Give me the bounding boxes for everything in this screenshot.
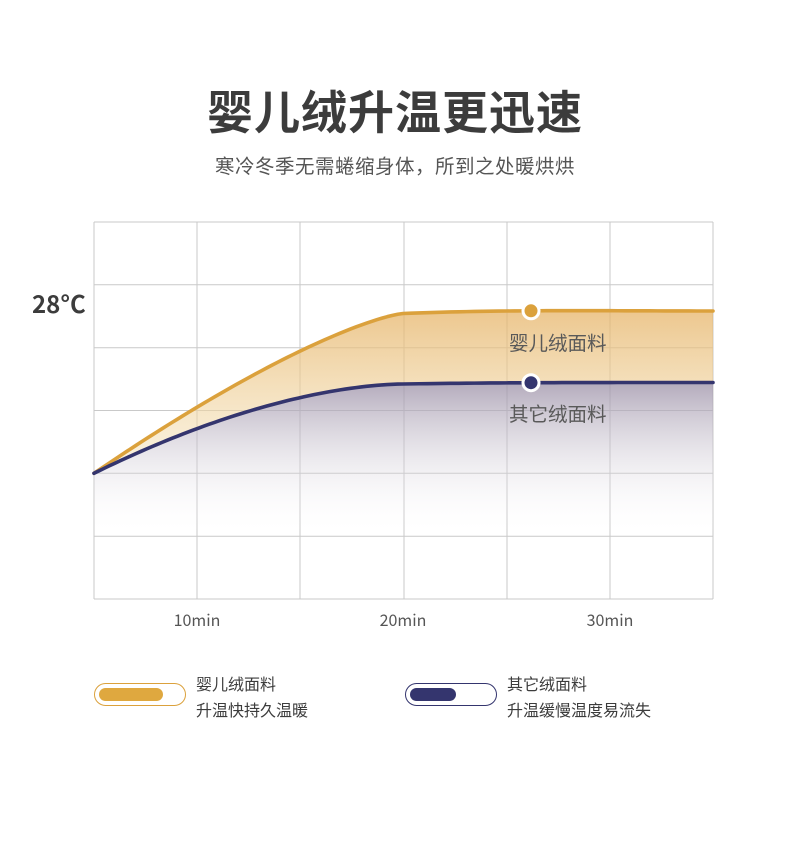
svg-text:其它绒面料: 其它绒面料	[509, 398, 607, 427]
svg-text:婴儿绒面料: 婴儿绒面料	[509, 327, 607, 356]
